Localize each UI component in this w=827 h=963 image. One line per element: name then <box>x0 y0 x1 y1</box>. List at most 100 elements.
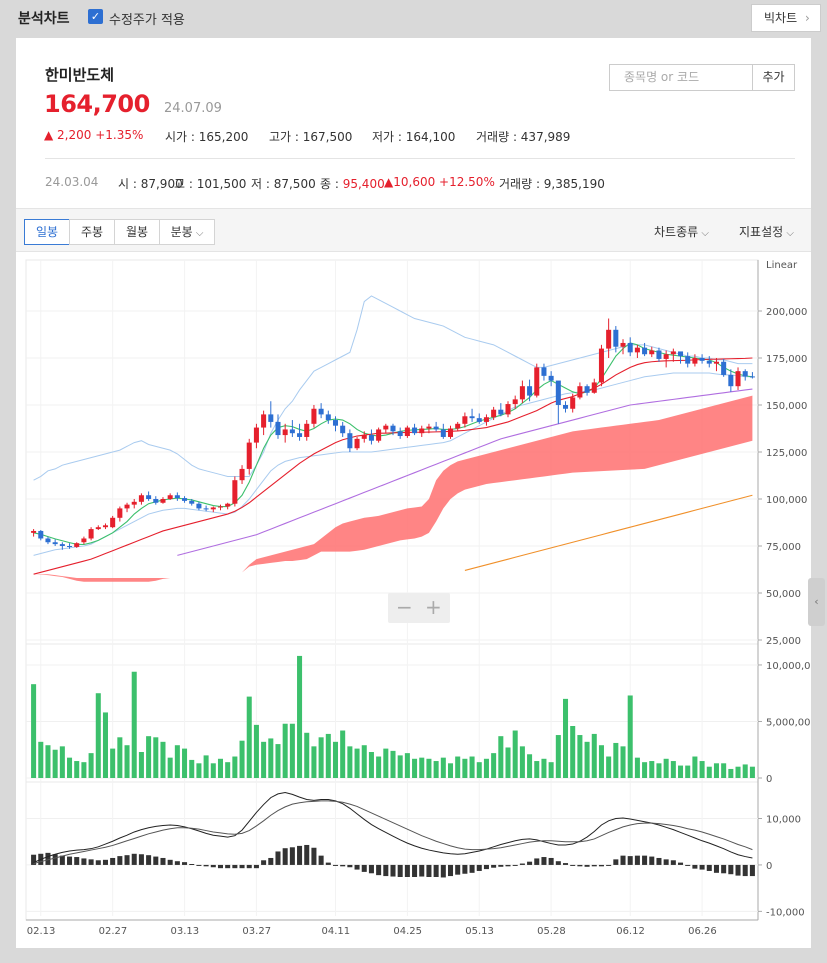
price-tick-label: 25,000 <box>766 636 801 647</box>
macd-histogram-bar <box>189 864 195 865</box>
macd-histogram-bar <box>491 864 497 868</box>
candle-body <box>699 358 705 361</box>
volume-bar <box>735 766 741 778</box>
macd-histogram-bar <box>634 855 640 865</box>
candle-body <box>275 421 281 436</box>
stock-name: 한미반도체 <box>45 66 115 84</box>
volume-bar <box>462 758 468 778</box>
volume-bar <box>131 671 137 778</box>
chevron-down-icon: ⌵ <box>783 228 794 239</box>
volume-bar <box>548 762 554 778</box>
volume-bar <box>38 741 44 778</box>
candle-body <box>289 429 295 434</box>
candle-body <box>361 435 367 439</box>
candle-body <box>332 420 339 426</box>
macd-histogram-bar <box>146 855 152 865</box>
volume-bar <box>239 740 245 778</box>
chart-type-menu[interactable]: 차트종류 ⌵ <box>654 223 709 240</box>
macd-histogram-bar <box>282 848 288 865</box>
daily-high: 고 : 101,500 <box>174 177 247 191</box>
macd-histogram-bar <box>476 864 482 871</box>
macd-histogram-bar <box>512 864 518 866</box>
volume-bar <box>174 745 180 778</box>
low-label: 저가 <box>372 130 395 144</box>
adjusted-price-label[interactable]: 수정주가 적용 <box>109 13 185 28</box>
price-tick-label: 75,000 <box>766 542 801 553</box>
macd-histogram-bar <box>620 855 626 865</box>
macd-tick-label: 10,000 <box>766 815 801 826</box>
macd-histogram-bar <box>268 857 274 865</box>
chevron-right-icon: › <box>804 11 810 25</box>
volume-bar <box>31 684 37 778</box>
adjusted-price-checkbox[interactable]: ✓ <box>88 9 103 24</box>
candle-body <box>397 431 403 437</box>
x-tick-label: 02.27 <box>99 926 128 937</box>
macd-histogram-bar <box>397 864 403 877</box>
candle-body <box>110 517 116 528</box>
candle-body <box>282 429 288 436</box>
candle-body <box>131 501 137 505</box>
macd-histogram-bar <box>361 864 367 872</box>
macd-histogram-bar <box>95 860 101 865</box>
candle-body <box>325 414 331 421</box>
candle-body <box>404 427 410 437</box>
candle-body <box>304 423 310 437</box>
volume-bar <box>361 745 367 778</box>
macd-histogram-bar <box>692 864 698 869</box>
indicator-settings-label: 지표설정 <box>739 225 784 239</box>
price-tick-label: 125,000 <box>766 448 807 459</box>
macd-histogram-bar <box>670 860 676 865</box>
volume-bar <box>189 759 195 778</box>
candle-body <box>88 529 94 539</box>
cloud-area <box>33 395 753 582</box>
macd-histogram-bar <box>182 862 188 865</box>
daily-high-label: 고 <box>174 177 186 191</box>
app-title: 분석차트 <box>18 11 70 27</box>
side-panel-toggle[interactable]: ‹ <box>808 578 825 626</box>
stock-search-input[interactable]: 종목명 or 코드 <box>609 64 753 91</box>
macd-histogram-bar <box>706 864 712 871</box>
tab-weekly[interactable]: 주봉 <box>69 219 115 245</box>
x-tick-label: 03.13 <box>171 926 200 937</box>
chevron-down-icon: ⌵ <box>698 228 709 239</box>
indicator-settings-menu[interactable]: 지표설정 ⌵ <box>739 223 794 240</box>
volume-bar <box>699 761 705 778</box>
volume-bar <box>469 756 475 778</box>
stock-chart[interactable]: 200,000 175,000 150,000 125,000 100,000 75,00… <box>16 38 811 948</box>
macd-histogram-bar <box>412 864 418 877</box>
macd-histogram-bar <box>124 855 130 865</box>
candle-body <box>742 371 748 377</box>
candle-body <box>412 427 418 434</box>
daily-close-value: 95,400 <box>342 177 385 191</box>
volume-bar <box>390 750 396 778</box>
daily-close: 종 : 95,400 <box>320 177 385 191</box>
macd-histogram-bar <box>642 855 648 865</box>
volume-bar <box>153 737 159 778</box>
macd-histogram-bar <box>613 859 619 865</box>
tab-minute[interactable]: 분봉 ⌵ <box>159 219 215 245</box>
zoom-out-button[interactable]: − <box>396 595 413 619</box>
macd-histogram-bar <box>131 853 137 865</box>
candle-body <box>174 495 180 499</box>
volume-bar <box>253 724 259 778</box>
open-label: 시가 <box>165 130 188 144</box>
zoom-in-button[interactable]: + <box>425 595 442 619</box>
candle-body <box>239 468 245 481</box>
divider <box>45 158 795 159</box>
add-stock-button[interactable]: 추가 <box>753 64 795 91</box>
volume-bar <box>670 761 676 778</box>
high-price: 고가 : 167,500 <box>269 130 353 144</box>
volume-tick-label: 0 <box>766 774 772 785</box>
daily-open: 시 : 87,900 <box>118 177 183 191</box>
volume-bar <box>491 753 497 778</box>
volume-bar <box>404 753 410 778</box>
daily-close-label: 종 <box>320 177 332 191</box>
candle-body <box>735 371 741 387</box>
volume-bar <box>383 748 389 778</box>
price-tick-label: 200,000 <box>766 307 807 318</box>
x-tick-label: 04.25 <box>393 926 422 937</box>
candle-body <box>512 399 518 405</box>
volume-bar <box>368 752 374 778</box>
big-chart-button[interactable]: 빅차트 › <box>751 4 821 32</box>
macd-histogram-bar <box>117 856 123 865</box>
